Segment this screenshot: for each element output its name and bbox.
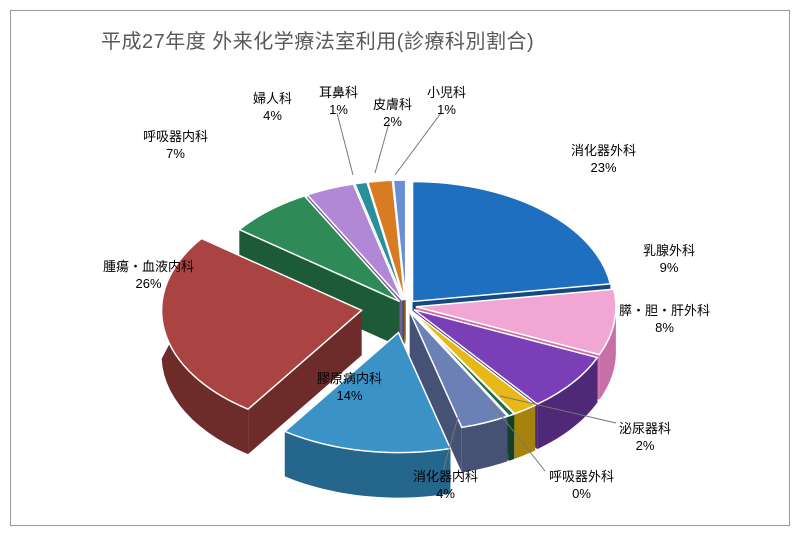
slice-label: 消化器内科4% bbox=[413, 469, 478, 503]
slice-label: 呼吸器内科7% bbox=[143, 129, 208, 163]
slice-label: 膵・胆・肝外科8% bbox=[619, 303, 710, 337]
slice-label: 膠原病内科14% bbox=[317, 371, 382, 405]
slice-label: 呼吸器外科0% bbox=[549, 469, 614, 503]
pie-slice bbox=[413, 181, 611, 301]
slice-label: 耳鼻科1% bbox=[319, 85, 358, 119]
chart-title: 平成27年度 外来化学療法室利用(診療科別割合) bbox=[101, 25, 534, 54]
slice-label: 乳腺外科9% bbox=[643, 243, 695, 277]
slice-label: 腫瘍・血液内科26% bbox=[103, 259, 194, 293]
slice-label: 皮膚科2% bbox=[373, 97, 412, 131]
chart-frame: 平成27年度 外来化学療法室利用(診療科別割合) 消化器外科23% 乳腺外科9% 膵… bbox=[10, 10, 790, 526]
slice-label: 婦人科4% bbox=[253, 91, 292, 125]
pie-chart: 消化器外科23% 乳腺外科9% 膵・胆・肝外科8% 泌尿器科2%呼吸器外科0% 消化器内… bbox=[11, 71, 791, 521]
slice-label: 泌尿器科2% bbox=[619, 421, 671, 455]
leader-line bbox=[337, 113, 353, 175]
slice-label: 消化器外科23% bbox=[571, 143, 636, 177]
slice-label: 小児科1% bbox=[427, 85, 466, 119]
